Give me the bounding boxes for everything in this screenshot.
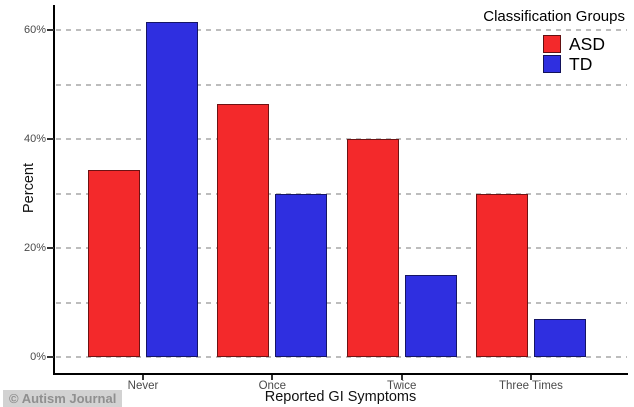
gridline-0 bbox=[56, 356, 627, 358]
y-tick-label-60: 60% bbox=[23, 24, 46, 36]
x-axis-title: Reported GI Symptoms bbox=[264, 389, 417, 405]
y-tick-40 bbox=[47, 138, 54, 140]
x-tick-label-2: Once bbox=[258, 380, 287, 392]
watermark: © Autism Journal bbox=[3, 390, 123, 407]
y-axis-title: Percent bbox=[21, 163, 37, 213]
legend-swatch-asd bbox=[543, 35, 561, 53]
y-tick-label-0: 0% bbox=[30, 351, 46, 363]
y-tick-label-40: 40% bbox=[23, 133, 46, 145]
x-axis-line bbox=[53, 373, 628, 375]
legend-entry-td: TD bbox=[543, 53, 593, 74]
legend-title: Classification Groups bbox=[483, 8, 625, 25]
gridline-20 bbox=[56, 247, 627, 249]
legend-swatch-td bbox=[543, 54, 561, 73]
bar-asd-never bbox=[88, 170, 140, 357]
x-tick-4 bbox=[529, 375, 532, 380]
bar-asd-once bbox=[217, 103, 270, 357]
gridline-40 bbox=[56, 138, 627, 140]
legend-entry-asd: ASD bbox=[543, 35, 605, 53]
y-tick-0 bbox=[47, 356, 54, 358]
gridline-50 bbox=[56, 83, 627, 86]
x-tick-label-4: Three Times bbox=[499, 380, 563, 392]
gridline-60 bbox=[56, 29, 627, 31]
bar-td-three-times bbox=[533, 318, 586, 357]
bar-td-never bbox=[146, 22, 198, 357]
legend-label-asd: ASD bbox=[569, 34, 605, 54]
x-tick-label-1: Never bbox=[127, 380, 159, 392]
x-tick-2 bbox=[271, 375, 274, 380]
legend-label-td: TD bbox=[569, 53, 593, 74]
x-tick-label-3: Twice bbox=[386, 380, 417, 392]
x-tick-3 bbox=[400, 375, 403, 380]
gridline-10 bbox=[56, 301, 627, 304]
y-tick-60 bbox=[47, 29, 54, 31]
x-tick-1 bbox=[142, 375, 144, 380]
y-tick-20 bbox=[47, 247, 54, 249]
gridline-30 bbox=[56, 192, 627, 195]
y-axis-line bbox=[53, 5, 55, 375]
y-tick-label-20: 20% bbox=[23, 242, 46, 254]
bar-td-twice bbox=[404, 275, 457, 357]
bar-asd-twice bbox=[346, 139, 399, 357]
bar-asd-three-times bbox=[475, 193, 528, 357]
bar-td-once bbox=[275, 193, 328, 357]
